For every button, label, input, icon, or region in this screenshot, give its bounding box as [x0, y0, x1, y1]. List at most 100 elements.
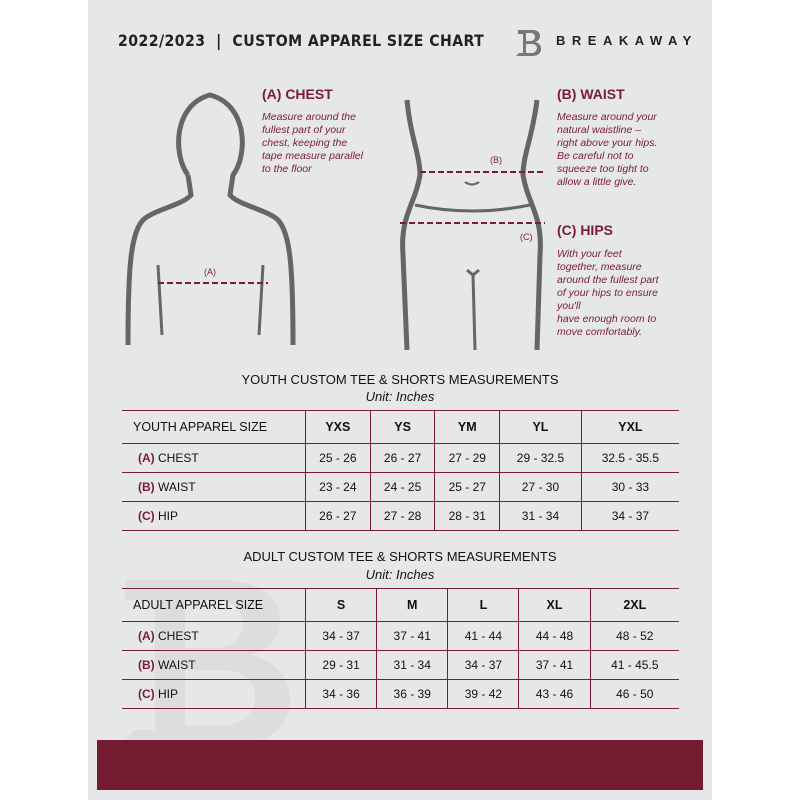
table-header-row: ADULT APPAREL SIZE S M L XL 2XL [122, 588, 679, 622]
measurement-code: (A) [138, 629, 155, 643]
measurement-value: 34 - 37 [580, 501, 679, 531]
measurement-value: 27 - 30 [499, 472, 582, 502]
measurement-value: 31 - 34 [499, 501, 582, 531]
waist-description: Measure around your natural waistline – ri… [557, 111, 657, 189]
measurement-value: 34 - 37 [447, 650, 519, 680]
measurement-value: 41 - 44 [447, 621, 519, 651]
measurement-value: 26 - 27 [369, 443, 435, 473]
measurement-value: 46 - 50 [589, 679, 679, 709]
description-line: move comfortably. [557, 326, 642, 338]
size-header: YXL [580, 410, 679, 444]
brand-name: BREAKAWAY [556, 33, 698, 48]
measurement-code: (B) [138, 480, 155, 494]
measurement-value: 25 - 26 [305, 443, 371, 473]
table-row: (A) CHEST 25 - 26 26 - 27 27 - 29 29 - 32.5 3… [122, 443, 679, 473]
measurement-value: 23 - 24 [305, 472, 371, 502]
youth-table-title: YOUTH CUSTOM TEE & SHORTS MEASUREMENTS [241, 372, 559, 387]
size-header: YL [499, 410, 582, 444]
description-line: allow a little give. [557, 176, 637, 188]
page-title: 2022/2023 | CUSTOM APPAREL SIZE CHART [118, 31, 485, 50]
footer-band [97, 740, 703, 790]
measurement-value: 48 - 52 [589, 621, 679, 651]
measurement-name: CHEST [158, 451, 199, 465]
measurement-value: 32.5 - 35.5 [580, 443, 679, 473]
size-header: YM [434, 410, 500, 444]
description-line: you'll [557, 300, 581, 312]
measurement-label: (C) HIP [122, 501, 306, 531]
measurement-label: (B) WAIST [122, 472, 306, 502]
description-line: chest, keeping the [262, 137, 348, 149]
size-header: S [304, 588, 377, 622]
description-line: of your hips to ensure [557, 287, 658, 299]
measurement-value: 34 - 37 [304, 621, 377, 651]
measurement-code: (C) [138, 687, 155, 701]
description-line: together, measure [557, 261, 642, 273]
size-header: XL [518, 588, 591, 622]
measurement-value: 44 - 48 [518, 621, 591, 651]
measurement-value: 25 - 27 [434, 472, 500, 502]
measurement-value: 37 - 41 [518, 650, 591, 680]
measurement-value: 28 - 31 [434, 501, 500, 531]
measurement-name: CHEST [158, 629, 199, 643]
measurement-name: HIP [158, 509, 179, 523]
size-header: M [376, 588, 448, 622]
measurement-code: (B) [138, 658, 155, 672]
waist-marker: (B) [490, 155, 502, 165]
adult-size-table: ADULT APPAREL SIZE S M L XL 2XL (A) CHEST 34 - … [122, 588, 679, 709]
description-line: around the fullest part [557, 274, 659, 286]
table-row: (B) WAIST 29 - 31 31 - 34 34 - 37 37 - 41 41 … [122, 650, 679, 680]
hips-heading: (C) HIPS [557, 222, 613, 238]
measurement-value: 39 - 42 [447, 679, 519, 709]
hips-marker: (C) [520, 232, 533, 242]
measurement-code: (A) [138, 451, 155, 465]
table-row: (B) WAIST 23 - 24 24 - 25 25 - 27 27 - 30 30 … [122, 472, 679, 502]
measurement-value: 27 - 29 [434, 443, 500, 473]
youth-unit: Unit: Inches [365, 389, 435, 404]
description-line: squeeze too tight to [557, 163, 649, 175]
measurement-value: 30 - 33 [580, 472, 679, 502]
table-header-row: YOUTH APPAREL SIZE YXS YS YM YL YXL [122, 410, 679, 444]
measurement-value: 29 - 32.5 [499, 443, 582, 473]
size-header: YS [369, 410, 435, 444]
size-label: YOUTH APPAREL SIZE [122, 410, 306, 444]
description-line: Measure around the [262, 111, 356, 123]
measurement-code: (C) [138, 509, 155, 523]
description-line: With your feet [557, 248, 622, 260]
description-line: to the floor [262, 163, 312, 175]
measurement-label: (C) HIP [122, 679, 306, 709]
chest-description: Measure around the fullest part of your ch… [262, 111, 363, 176]
measurement-label: (A) CHEST [122, 443, 306, 473]
description-line: right above your hips. [557, 137, 658, 149]
measurement-value: 36 - 39 [376, 679, 448, 709]
measurement-value: 31 - 34 [376, 650, 448, 680]
measurement-value: 41 - 45.5 [589, 650, 679, 680]
adult-table-title: ADULT CUSTOM TEE & SHORTS MEASUREMENTS [243, 549, 557, 564]
measurement-name: HIP [158, 687, 179, 701]
description-line: Measure around your [557, 111, 657, 123]
measurement-value: 43 - 46 [518, 679, 591, 709]
measurement-value: 26 - 27 [305, 501, 371, 531]
breakaway-logo [516, 30, 541, 56]
description-line: natural waistline – [557, 124, 642, 136]
measurement-value: 37 - 41 [376, 621, 448, 651]
table-row: (A) CHEST 34 - 37 37 - 41 41 - 44 44 - 48 48 … [122, 621, 679, 651]
waist-heading: (B) WAIST [557, 86, 625, 102]
measurement-value: 29 - 31 [304, 650, 377, 680]
table-row: (C) HIP 34 - 36 36 - 39 39 - 42 43 - 46 46 - … [122, 679, 679, 709]
hips-description: With your feet together, measure around th… [557, 248, 659, 339]
measurement-label: (B) WAIST [122, 650, 306, 680]
waist-hips-figure: (B) (C) [400, 99, 545, 351]
chest-heading: (A) CHEST [262, 86, 333, 102]
measurement-label: (A) CHEST [122, 621, 306, 651]
size-header: L [447, 588, 519, 622]
size-label: ADULT APPAREL SIZE [122, 588, 306, 622]
description-line: tape measure parallel [262, 150, 363, 162]
table-row: (C) HIP 26 - 27 27 - 28 28 - 31 31 - 34 34 - … [122, 501, 679, 531]
measurement-name: WAIST [158, 480, 196, 494]
measurement-name: WAIST [158, 658, 196, 672]
measurement-value: 34 - 36 [304, 679, 377, 709]
size-header: 2XL [589, 588, 679, 622]
description-line: have enough room to [557, 313, 657, 325]
chest-marker: (A) [204, 267, 216, 277]
size-header: YXS [305, 410, 371, 444]
